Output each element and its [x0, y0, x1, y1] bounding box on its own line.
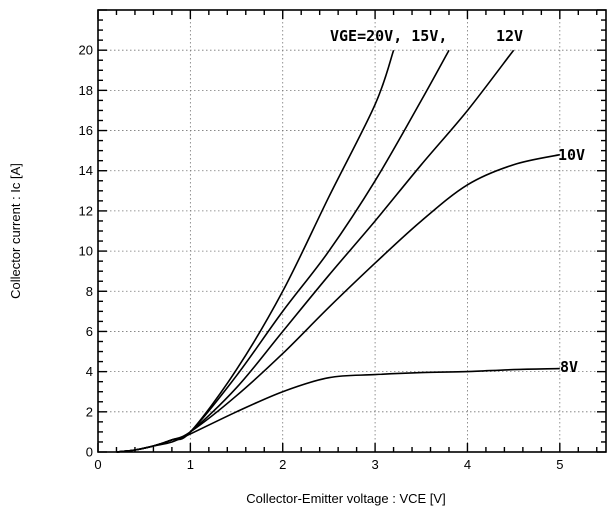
y-tick-label: 6 — [86, 324, 93, 339]
plot-frame — [97, 9, 607, 453]
series-line-10v — [116, 153, 560, 453]
y-tick-label: 18 — [79, 83, 93, 98]
x-tick-label: 5 — [556, 457, 563, 472]
label-vge-12: 12V — [496, 27, 523, 45]
x-axis-label: Collector-Emitter voltage : VCE [V] — [246, 491, 445, 506]
y-tick-label: 20 — [79, 43, 93, 58]
label-vge-8: 8V — [560, 358, 578, 376]
y-axis-label: Collector current : Ic [A] — [8, 163, 23, 299]
ticks — [97, 9, 606, 453]
series-group — [116, 49, 560, 453]
y-tick-label: 14 — [79, 163, 93, 178]
series-line-8v — [116, 367, 560, 453]
y-tick-label: 2 — [86, 404, 93, 419]
x-tick-label: 0 — [94, 457, 101, 472]
y-tick-label: 4 — [86, 364, 93, 379]
y-tick-labels: 0 2 4 6 8 10 12 14 16 18 20 — [79, 43, 93, 460]
y-tick-label: 0 — [86, 445, 93, 460]
x-tick-label: 2 — [279, 457, 286, 472]
y-tick-label: 12 — [79, 203, 93, 218]
x-tick-label: 4 — [464, 457, 471, 472]
label-vge-20-15: VGE=20V, 15V, — [330, 27, 447, 45]
grid — [98, 10, 606, 452]
y-tick-label: 16 — [79, 123, 93, 138]
y-tick-label: 8 — [86, 284, 93, 299]
y-tick-label: 10 — [79, 244, 93, 259]
x-tick-label: 1 — [187, 457, 194, 472]
label-vge-10: 10V — [558, 146, 585, 164]
x-tick-label: 3 — [371, 457, 378, 472]
x-tick-labels: 0 1 2 3 4 5 — [94, 457, 563, 472]
